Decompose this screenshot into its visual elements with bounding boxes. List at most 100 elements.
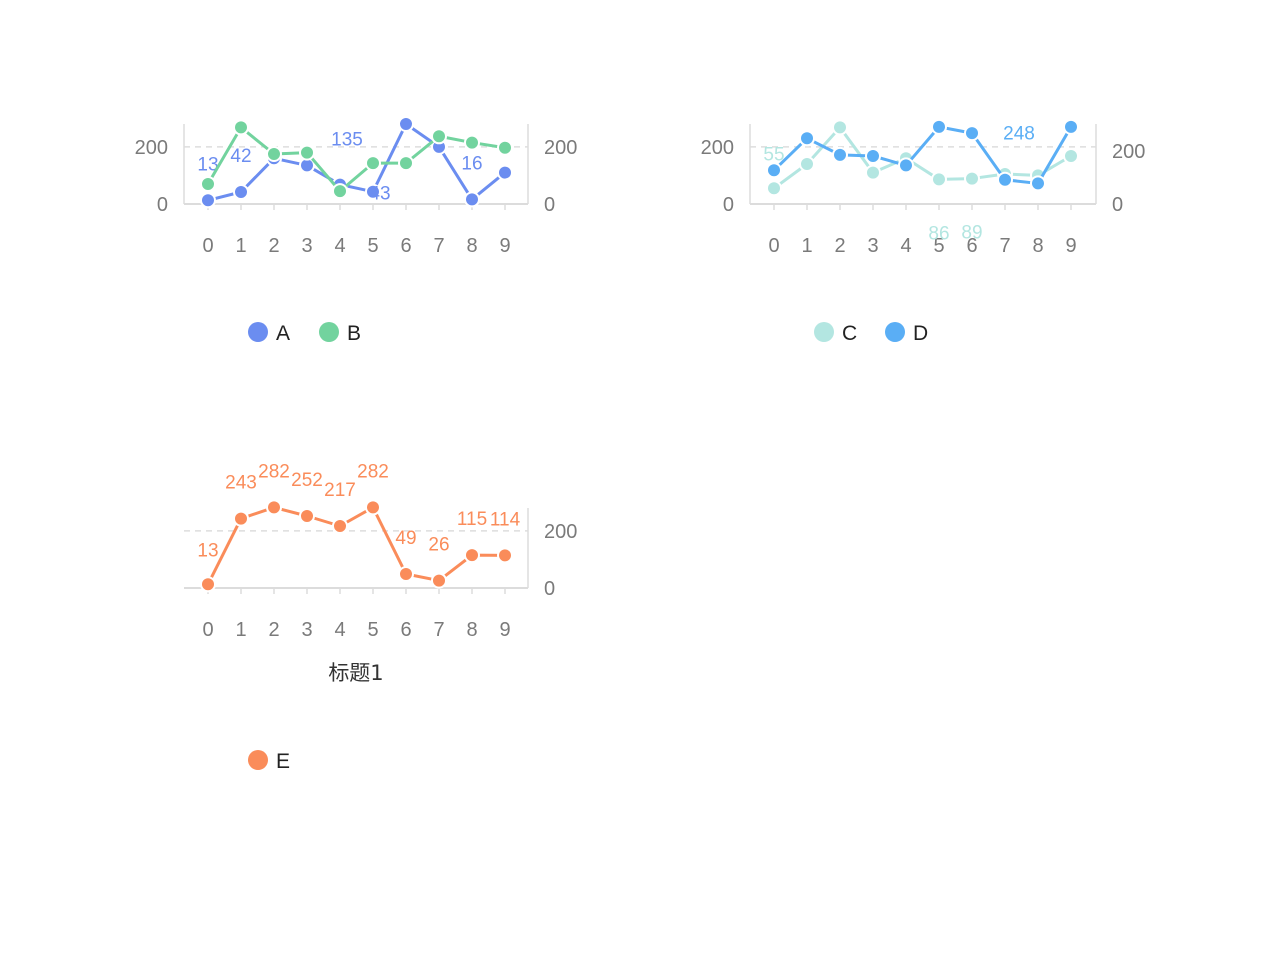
data-point-D[interactable] <box>799 130 815 147</box>
data-point-E[interactable] <box>233 510 249 527</box>
x-tick-label: 6 <box>400 235 411 257</box>
data-point-C[interactable] <box>832 119 848 136</box>
data-label-C: 86 <box>928 223 949 244</box>
data-point-E[interactable] <box>497 547 513 564</box>
x-tick-label: 7 <box>433 235 444 257</box>
data-point-E[interactable] <box>332 518 348 534</box>
data-point-A[interactable] <box>233 184 249 200</box>
x-tick-label: 7 <box>999 235 1010 257</box>
data-label-A: 43 <box>369 184 390 205</box>
data-point-E[interactable] <box>431 572 447 589</box>
x-tick-label: 2 <box>268 235 279 257</box>
x-tick-label: 6 <box>400 619 411 641</box>
data-point-C[interactable] <box>931 171 947 188</box>
data-point-D[interactable] <box>997 171 1013 188</box>
x-tick-label: 1 <box>235 235 246 257</box>
legend-item-E[interactable]: E <box>248 750 290 773</box>
series-line-A <box>207 122 506 202</box>
x-tick-label: 8 <box>466 619 477 641</box>
data-point-C[interactable] <box>766 180 782 197</box>
data-point-D[interactable] <box>898 157 914 174</box>
data-point-E[interactable] <box>266 499 282 516</box>
x-tick-label: 3 <box>301 619 312 641</box>
data-label-A: 42 <box>230 146 251 167</box>
x-tick-label: 1 <box>801 235 812 257</box>
x-tick-label: 1 <box>235 619 246 641</box>
data-point-C[interactable] <box>865 164 881 181</box>
x-tick-label: 9 <box>499 235 510 257</box>
data-label-C: 89 <box>961 223 982 244</box>
legend-marker-B <box>319 322 339 342</box>
legend-label-E: E <box>276 750 290 773</box>
legend-label-B: B <box>347 322 361 345</box>
data-point-B[interactable] <box>398 155 414 172</box>
right-y-tick-label: 200 <box>544 137 577 159</box>
data-point-B[interactable] <box>431 128 447 145</box>
x-tick-label: 4 <box>334 619 345 641</box>
x-tick-label: 5 <box>367 619 378 641</box>
x-tick-label: 8 <box>1032 235 1043 257</box>
x-tick-label: 0 <box>768 235 779 257</box>
legend-marker-D <box>885 322 905 342</box>
data-point-B[interactable] <box>299 144 315 161</box>
x-tick-label: 7 <box>433 619 444 641</box>
data-label-E: 217 <box>324 480 356 501</box>
data-point-D[interactable] <box>832 146 848 163</box>
legend-item-B[interactable]: B <box>319 322 361 345</box>
data-point-B[interactable] <box>464 134 480 151</box>
data-label-E: 282 <box>357 461 389 482</box>
data-point-D[interactable] <box>964 125 980 142</box>
left-y-tick-label: 0 <box>723 194 734 216</box>
data-point-B[interactable] <box>497 139 513 156</box>
left-y-tick-label: 200 <box>701 137 734 159</box>
right-y-tick-label: 0 <box>544 194 555 216</box>
legend-label-C: C <box>842 322 857 345</box>
data-point-B[interactable] <box>200 176 216 192</box>
data-point-A[interactable] <box>365 183 381 200</box>
x-tick-label: 9 <box>1065 235 1076 257</box>
data-point-B[interactable] <box>332 183 348 200</box>
data-label-E: 13 <box>197 540 218 561</box>
data-label-D: 248 <box>1003 124 1035 145</box>
data-point-A[interactable] <box>200 192 216 209</box>
legend-label-D: D <box>913 322 928 345</box>
data-point-E[interactable] <box>365 499 381 516</box>
x-axis-title: 标题1 <box>328 661 383 685</box>
right-y-tick-label: 200 <box>1112 141 1145 163</box>
data-point-E[interactable] <box>200 576 216 593</box>
data-point-D[interactable] <box>1030 175 1046 192</box>
right-y-tick-label: 200 <box>544 521 577 543</box>
legend-marker-E <box>248 750 268 770</box>
data-point-A[interactable] <box>497 164 513 181</box>
data-point-C[interactable] <box>799 156 815 172</box>
data-point-B[interactable] <box>233 119 249 136</box>
data-point-A[interactable] <box>398 116 414 132</box>
data-point-E[interactable] <box>398 566 414 582</box>
data-point-D[interactable] <box>1063 118 1079 135</box>
data-point-B[interactable] <box>266 146 282 162</box>
data-point-D[interactable] <box>766 162 782 179</box>
x-tick-label: 4 <box>334 235 345 257</box>
legend-item-D[interactable]: D <box>885 322 928 345</box>
data-point-E[interactable] <box>464 547 480 564</box>
data-label-C: 55 <box>763 144 784 165</box>
series-line-E <box>206 505 506 585</box>
data-point-C[interactable] <box>1063 148 1079 164</box>
left-y-tick-label: 0 <box>157 194 168 216</box>
legend-item-A[interactable]: A <box>248 322 290 345</box>
data-point-E[interactable] <box>299 508 315 524</box>
series-line-B <box>206 125 506 193</box>
data-point-D[interactable] <box>865 148 881 164</box>
data-label-E: 115 <box>457 509 487 530</box>
x-tick-label: 5 <box>367 235 378 257</box>
data-point-A[interactable] <box>464 191 480 208</box>
data-point-B[interactable] <box>365 155 381 172</box>
data-point-D[interactable] <box>931 118 947 135</box>
legend-item-C[interactable]: C <box>814 322 857 345</box>
x-tick-label: 8 <box>466 235 477 257</box>
data-point-C[interactable] <box>964 170 980 187</box>
